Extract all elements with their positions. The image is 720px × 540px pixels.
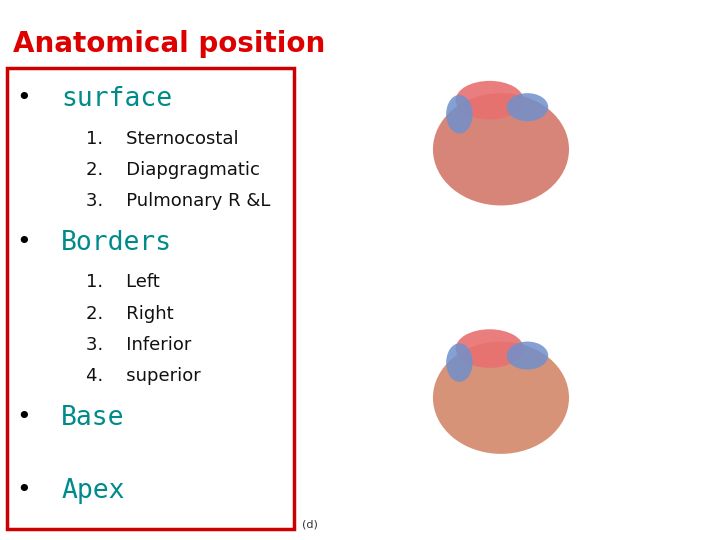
Ellipse shape (456, 81, 523, 119)
Text: •: • (16, 230, 30, 254)
Text: 1.    Sternocostal: 1. Sternocostal (86, 130, 239, 147)
Text: surface: surface (61, 86, 172, 112)
Text: Base: Base (61, 405, 125, 431)
Ellipse shape (433, 93, 569, 206)
Text: Borders: Borders (61, 230, 172, 256)
Text: 1.    Left: 1. Left (86, 273, 160, 291)
Text: •: • (16, 405, 30, 429)
Ellipse shape (456, 329, 523, 368)
Text: Anatomical position: Anatomical position (13, 30, 325, 58)
Ellipse shape (446, 95, 472, 133)
Text: 2.    Right: 2. Right (86, 305, 174, 322)
Text: •: • (16, 86, 30, 110)
Text: •: • (16, 478, 30, 502)
FancyBboxPatch shape (7, 68, 294, 529)
Text: 4.    superior: 4. superior (86, 367, 201, 385)
Ellipse shape (507, 93, 548, 122)
Ellipse shape (446, 343, 472, 382)
Text: Apex: Apex (61, 478, 125, 504)
Ellipse shape (507, 341, 548, 369)
Text: (d): (d) (302, 519, 318, 529)
Bar (299, 0, 720, 540)
Text: 3.    Pulmonary R &L: 3. Pulmonary R &L (86, 192, 271, 210)
Ellipse shape (433, 341, 569, 454)
Text: 3.    Inferior: 3. Inferior (86, 336, 192, 354)
Text: 2.    Diapgragmatic: 2. Diapgragmatic (86, 161, 260, 179)
